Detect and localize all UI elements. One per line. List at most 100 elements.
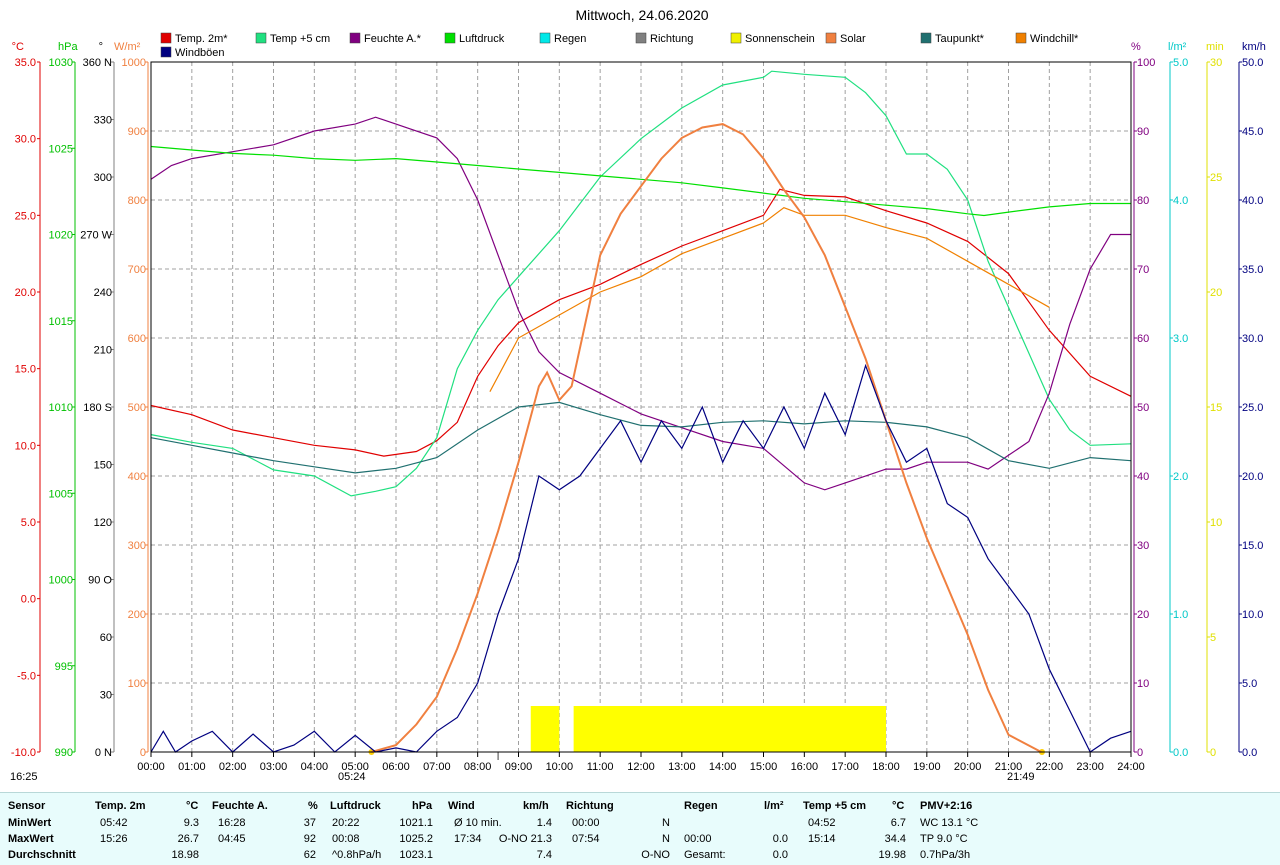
x-tick-label: 03:00 [260, 761, 288, 773]
direction-tick-label: 210 [94, 345, 112, 357]
chart-title: Mittwoch, 24.06.2020 [575, 7, 708, 23]
stats-cell-hum_v: 92 [303, 833, 316, 845]
legend-swatch [255, 32, 267, 44]
x-tick-label: 15:00 [750, 761, 778, 773]
direction-tick-label: 300 [94, 172, 112, 184]
chart-series [150, 70, 1132, 753]
stats-cell-temp_v: 26.7 [177, 833, 199, 845]
direction-tick-label: 330 [94, 115, 112, 127]
x-tick-label: 07:00 [423, 761, 451, 773]
pressure-tick-label: 1020 [49, 230, 73, 242]
x-tick-label: 22:00 [1036, 761, 1064, 773]
legend-swatch [825, 32, 837, 44]
x-tick-label: 11:00 [587, 761, 614, 773]
chart-legend: Temp. 2m* Temp +5 cm Feuchte A.* Luftdruck R… [160, 32, 1079, 59]
x-tick-label: 09:00 [505, 761, 533, 773]
pressure-tick-label: 995 [55, 661, 73, 673]
stats-cell-rain_t: 00:00 [684, 833, 712, 845]
wind-tick-label: 0.0 [1242, 747, 1257, 759]
temp-unit-label: °C [12, 41, 24, 53]
direction-tick-label: 0 N [95, 747, 112, 759]
temp-tick-label: 0.0 [21, 594, 36, 606]
wind-tick-label: 10.0 [1242, 609, 1263, 621]
temp-tick-label: 25.0 [15, 210, 36, 222]
solar-tick-label: 400 [128, 471, 146, 483]
x-tick-label: 13:00 [668, 761, 696, 773]
stats-temp-header: Temp. 2m [95, 800, 146, 812]
x-tick-label: 24:00 [1117, 761, 1145, 773]
legend-label: Taupunkt* [935, 33, 985, 45]
legend-label: Richtung [650, 33, 693, 45]
x-tick-label: 02:00 [219, 761, 247, 773]
stats-cell-t5_t: 15:14 [808, 833, 836, 845]
stats-cell-wind_t: Ø 10 min. [454, 817, 502, 829]
sunshine-tick-label: 25 [1210, 172, 1222, 184]
stats-temp-unit: °C [186, 800, 199, 812]
temp-tick-label: 20.0 [15, 287, 36, 299]
sunshine-tick-label: 15 [1210, 402, 1222, 414]
rain-tick-label: 1.0 [1173, 609, 1188, 621]
stats-cell-press_t: 00:08 [332, 833, 360, 845]
stats-cell-temp_t: 05:42 [100, 817, 128, 829]
temp-tick-label: -10.0 [11, 747, 36, 759]
rain-tick-label: 0.0 [1173, 747, 1188, 759]
stats-cell-wind_t: 17:34 [454, 833, 482, 845]
humidity-unit-label: % [1131, 41, 1141, 53]
stats-cell-t5_v: 34.4 [884, 833, 906, 845]
stats-temp5-header: Temp +5 cm [803, 800, 867, 812]
legend-label: Sonnenschein [745, 33, 815, 45]
stats-wind-header: Wind [448, 800, 475, 812]
temp-tick-label: 15.0 [15, 364, 36, 376]
direction-tick-label: 150 [94, 460, 112, 472]
humidity-tick-label: 80 [1137, 195, 1149, 207]
stats-cell-dir_t: 07:54 [572, 833, 600, 845]
direction-tick-label: 30 [100, 690, 112, 702]
temp-tick-label: 30.0 [15, 134, 36, 146]
sunshine-block [530, 706, 560, 752]
stats-cell-temp_v: 18.98 [171, 849, 199, 861]
legend-label: Solar [840, 33, 866, 45]
x-tick-label: 04:00 [301, 761, 329, 773]
stats-dir-header: Richtung [566, 800, 614, 812]
stats-rain-unit: l/m² [764, 800, 784, 812]
solar-unit-label: W/m² [114, 41, 141, 53]
pressure-tick-label: 1000 [49, 575, 73, 587]
x-tick-label: 19:00 [913, 761, 941, 773]
wind-tick-label: 30.0 [1242, 333, 1263, 345]
plot-frame [150, 61, 1132, 753]
series-line [150, 70, 1132, 497]
stats-cell-temp_v: 9.3 [183, 817, 199, 829]
x-tick-label: 00:00 [137, 761, 165, 773]
stats-cell-pmv: TP 9.0 °C [920, 833, 968, 845]
stats-cell-dir_v: O-NO [641, 849, 670, 861]
pressure-tick-label: 1030 [49, 57, 73, 69]
legend-swatch [920, 32, 932, 44]
stats-cell-wind_v: O-NO 21.3 [498, 833, 552, 845]
humidity-tick-label: 70 [1137, 264, 1149, 276]
stats-cell-label: MinWert [8, 817, 52, 829]
pressure-unit-label: hPa [58, 41, 78, 53]
x-tick-label: 01:00 [178, 761, 206, 773]
wind-tick-label: 45.0 [1242, 126, 1263, 138]
rain-tick-label: 3.0 [1173, 333, 1188, 345]
legend-swatch [349, 32, 361, 44]
stats-press-unit: hPa [412, 800, 433, 812]
humidity-tick-label: 50 [1137, 402, 1149, 414]
stats-rain-header: Regen [684, 800, 718, 812]
stats-cell-hum_v: 37 [303, 817, 316, 829]
humidity-tick-label: 60 [1137, 333, 1149, 345]
stats-hum-header: Feuchte A. [212, 800, 268, 812]
direction-tick-label: 270 W [80, 230, 112, 242]
sunshine-tick-label: 20 [1210, 287, 1222, 299]
solar-tick-label: 700 [128, 264, 146, 276]
legend-swatch [730, 32, 742, 44]
sunshine-tick-label: 5 [1210, 632, 1216, 644]
series-line [150, 188, 1132, 457]
sunshine-tick-label: 10 [1210, 517, 1222, 529]
stats-cell-rain_v: 0.0 [772, 849, 788, 861]
stats-cell-wind_v: 7.4 [536, 849, 552, 861]
stats-cell-dir_t: 00:00 [572, 817, 600, 829]
wind-tick-label: 50.0 [1242, 57, 1263, 69]
wind-tick-label: 5.0 [1242, 678, 1257, 690]
wind-tick-label: 25.0 [1242, 402, 1263, 414]
